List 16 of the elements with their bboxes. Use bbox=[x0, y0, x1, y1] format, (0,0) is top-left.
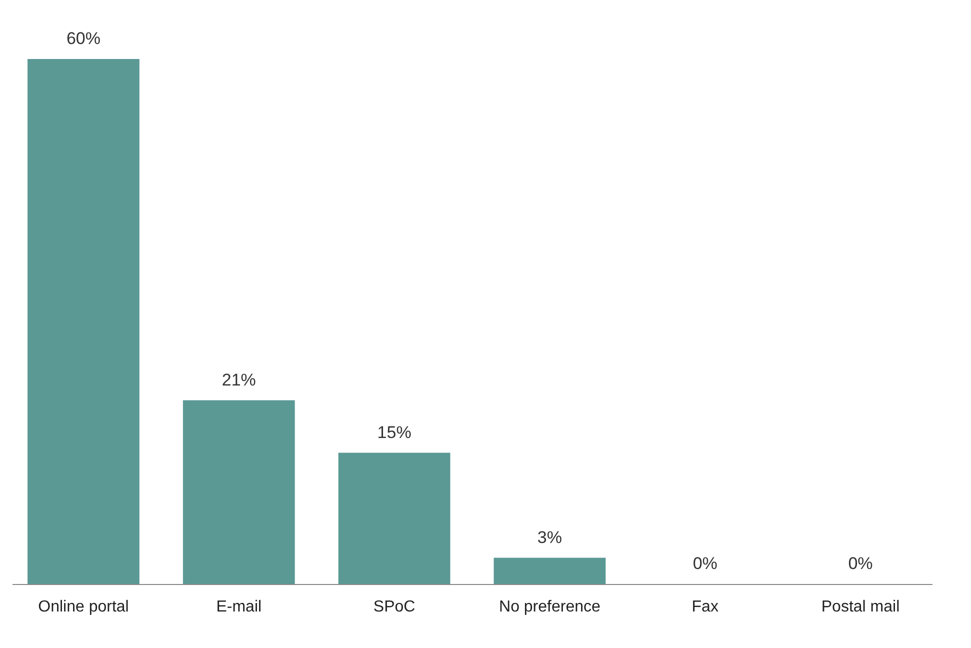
data-label: 21% bbox=[222, 370, 256, 390]
x-tick-label: SPoC bbox=[373, 598, 416, 616]
data-label: 0% bbox=[848, 554, 873, 573]
data-label: 15% bbox=[377, 422, 412, 442]
x-tick-label: No preference bbox=[499, 598, 600, 616]
bar bbox=[494, 558, 606, 584]
x-tick-label: E-mail bbox=[216, 598, 262, 616]
data-label: 0% bbox=[692, 554, 718, 573]
x-tick-label: Online portal bbox=[38, 598, 129, 616]
bar bbox=[338, 452, 450, 584]
bar bbox=[182, 400, 295, 584]
data-label: 60% bbox=[66, 29, 100, 48]
x-tick-label: Postal mail bbox=[821, 598, 900, 616]
bar bbox=[28, 59, 140, 584]
data-label: 3% bbox=[537, 528, 562, 547]
x-tick-label: Fax bbox=[692, 598, 718, 616]
